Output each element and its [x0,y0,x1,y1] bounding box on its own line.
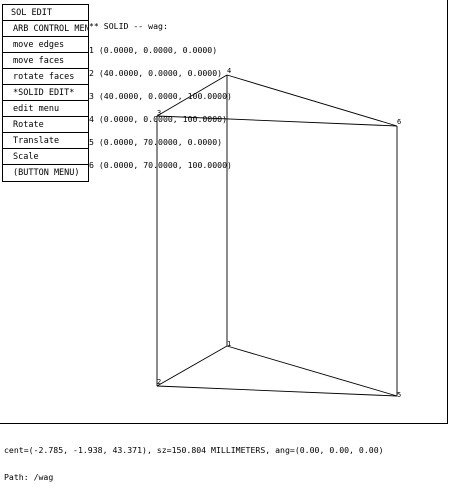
menu-title: SOL EDIT [3,5,88,21]
edge-2-1 [156,345,228,387]
vertex-row: 2 (40.0000, 0.0000, 0.0000) [89,67,223,78]
vertex-label-2: 2 [157,378,161,386]
menu-item-arb-control[interactable]: ARB CONTROL MENU [3,21,88,37]
vertex-row: 4 (0.0000, 0.0000, 100.0000) [89,113,228,124]
menu-item-move-edges[interactable]: move edges [3,37,88,53]
menu-item-scale[interactable]: Scale [3,149,88,165]
menu-item-solid-edit[interactable]: *SOLID EDIT* [3,85,88,101]
vertex-label-5: 5 [397,391,401,399]
menu-item-rotate-faces[interactable]: rotate faces [3,69,88,85]
vertex-row: 6 (0.0000, 70.0000, 100.0000) [89,160,232,171]
menu-item-edit-menu[interactable]: edit menu [3,101,88,117]
vertex-label-1: 1 [227,340,231,348]
vertex-label-6: 6 [397,118,401,126]
mged-display-window: 4 3 6 1 2 5 SOL EDIT ARB CONTROL MENU mo… [0,0,450,482]
view-status-line: cent=(-2.785, -1.938, 43.371), sz=150.80… [4,445,384,455]
vertex-row: 1 (0.0000, 0.0000, 0.0000) [89,44,218,55]
solid-edit-menu: SOL EDIT ARB CONTROL MENU move edges mov… [2,4,89,182]
edge-2-5 [156,385,398,397]
vertex-label-3: 3 [157,109,161,117]
path-status-line: Path: /wag [4,472,54,482]
solid-info-header: ** SOLID -- wag: [89,21,168,32]
menu-item-move-faces[interactable]: move faces [3,53,88,69]
wireframe-model: 4 3 6 1 2 5 [156,67,401,399]
solid-info-panel: ** SOLID -- wag: 1 (0.0000, 0.0000, 0.00… [89,8,232,185]
vertex-row: 3 (40.0000, 0.0000, 100.0000) [89,90,232,101]
menu-item-button-menu[interactable]: (BUTTON MENU) [13,168,80,178]
menu-item-translate[interactable]: Translate [3,133,88,149]
status-bar: cent=(-2.785, -1.938, 43.371), sz=150.80… [4,428,384,500]
edge-3-4 [156,74,228,117]
edge-1-5 [226,345,398,397]
edge-4-6 [226,74,398,127]
edge-3-6 [156,115,398,127]
vertex-label-4: 4 [227,67,231,75]
menu-item-rotate[interactable]: Rotate [3,117,88,133]
graphics-display-area[interactable] [0,0,448,424]
vertex-row: 5 (0.0000, 70.0000, 0.0000) [89,136,223,147]
